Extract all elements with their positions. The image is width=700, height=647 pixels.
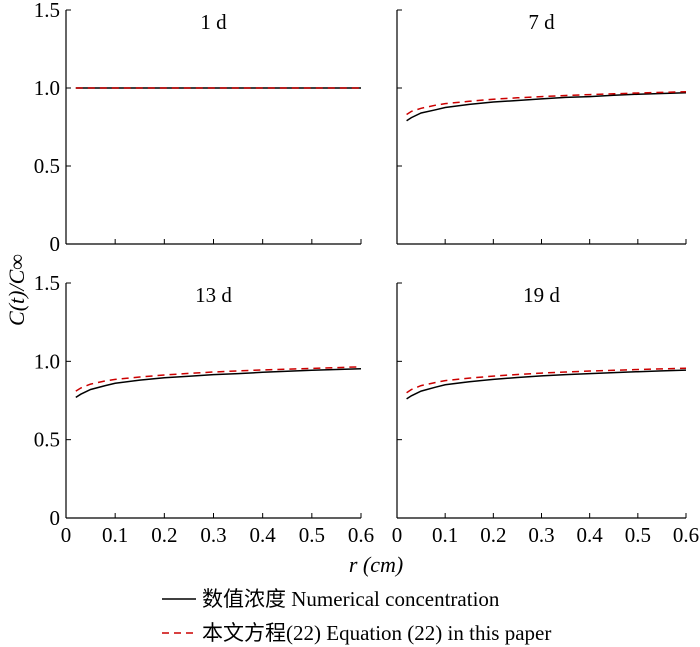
panels: 0 0.5 1.0 1.5 1 d 7 d 0 0.1 0.2 0.3 0.4 0.5 0.6 0 0.5 1… xyxy=(34,0,699,547)
y-tick-label: 0 xyxy=(50,232,61,256)
x-tick-label: 0 xyxy=(392,523,403,547)
panel-title: 19 d xyxy=(523,283,560,307)
y-axis-label: C(t)/C∞ xyxy=(4,254,29,326)
panel-2: 7 d xyxy=(396,9,687,245)
panel-3: 0 0.1 0.2 0.3 0.4 0.5 0.6 0 0.5 1.0 1.5 13 d xyxy=(34,271,374,547)
x-tick-label: 0.2 xyxy=(480,523,506,547)
x-tick-label: 0.4 xyxy=(577,523,604,547)
y-tick-label: 1.0 xyxy=(34,349,60,373)
equation-line xyxy=(406,90,687,116)
numerical-line xyxy=(406,369,687,400)
x-tick-label: 0 xyxy=(61,523,72,547)
y-tick-label: 1.5 xyxy=(34,271,60,295)
x-tick-label: 0.5 xyxy=(299,523,325,547)
panel-title: 7 d xyxy=(528,10,555,34)
x-tick-label: 0.3 xyxy=(528,523,554,547)
x-tick-label: 0.2 xyxy=(151,523,177,547)
y-tick-label: 1.0 xyxy=(34,76,60,100)
x-axis-label: r (cm) xyxy=(349,552,403,577)
x-tick-label: 0.1 xyxy=(432,523,458,547)
equation-line xyxy=(406,367,687,394)
panel-title: 13 d xyxy=(195,283,232,307)
y-tick-label: 0.5 xyxy=(34,154,60,178)
x-tick-label: 0.6 xyxy=(673,523,699,547)
y-tick-label: 0.5 xyxy=(34,428,60,452)
x-tick-label: 0.4 xyxy=(250,523,277,547)
legend: 数值浓度 Numerical concentration 本文方程(22) Eq… xyxy=(162,587,551,645)
panel-1: 0 0.5 1.0 1.5 1 d xyxy=(34,0,362,256)
legend-label-equation: 本文方程(22) Equation (22) in this paper xyxy=(202,621,551,645)
y-tick-label: 1.5 xyxy=(34,0,60,22)
legend-label-numerical: 数值浓度 Numerical concentration xyxy=(202,587,500,611)
y-tick-label: 0 xyxy=(50,506,61,530)
x-tick-label: 0.6 xyxy=(348,523,374,547)
x-tick-label: 0.1 xyxy=(102,523,128,547)
numerical-line xyxy=(75,367,362,399)
x-tick-label: 0.5 xyxy=(625,523,651,547)
panel-4: 0 0.1 0.2 0.3 0.4 0.5 0.6 19 d xyxy=(392,282,699,547)
panel-title: 1 d xyxy=(200,10,227,34)
x-tick-label: 0.3 xyxy=(200,523,226,547)
numerical-line xyxy=(406,91,687,122)
equation-line xyxy=(75,366,362,392)
